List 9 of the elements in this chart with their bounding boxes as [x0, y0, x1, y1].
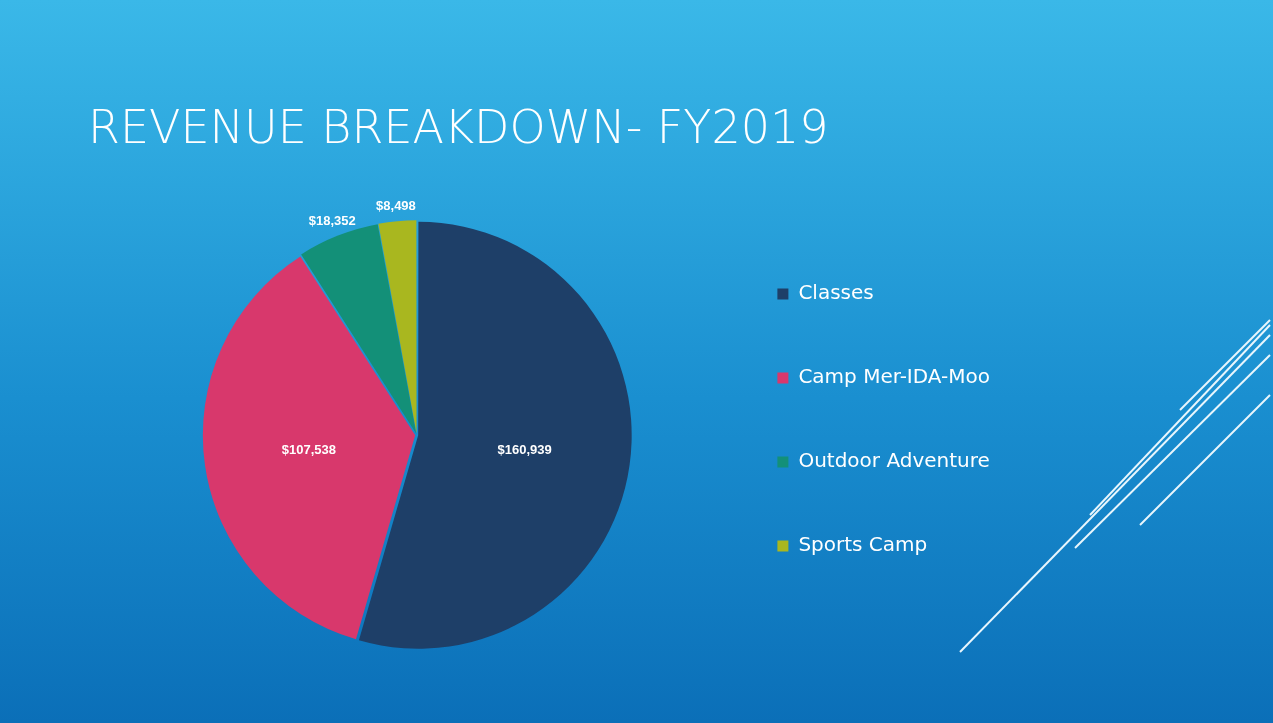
data-label: $160,939	[497, 441, 552, 457]
chart-title: REVENUE BREAKDOWN- FY2019	[88, 100, 829, 154]
data-label: $107,538	[281, 442, 336, 458]
data-label: $18,352	[308, 212, 356, 228]
legend-label: Sports Camp	[798, 532, 928, 557]
legend-label: Outdoor Adventure	[798, 448, 990, 473]
legend-label: Camp Mer-IDA-Moo	[798, 364, 991, 389]
data-label: $8,498	[376, 197, 416, 213]
legend-label: Classes	[798, 280, 874, 305]
